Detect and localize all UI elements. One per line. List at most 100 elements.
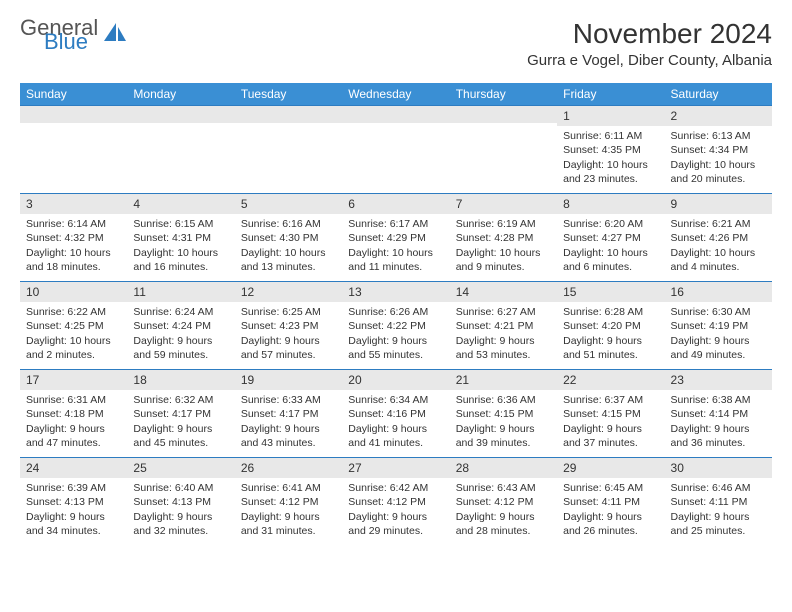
page-title: November 2024 [527, 18, 772, 50]
day-number: 25 [127, 457, 234, 478]
day-line: Sunset: 4:13 PM [26, 495, 121, 509]
day-line: Sunset: 4:13 PM [133, 495, 228, 509]
day-line: Daylight: 10 hours and 18 minutes. [26, 246, 121, 274]
day-line: Sunset: 4:23 PM [241, 319, 336, 333]
day-line: Daylight: 9 hours and 29 minutes. [348, 510, 443, 538]
day-number [450, 105, 557, 123]
day-line: Sunrise: 6:42 AM [348, 481, 443, 495]
day-content: Sunrise: 6:20 AMSunset: 4:27 PMDaylight:… [557, 214, 664, 280]
calendar-day-cell: 11Sunrise: 6:24 AMSunset: 4:24 PMDayligh… [127, 281, 234, 369]
calendar-day-cell: 5Sunrise: 6:16 AMSunset: 4:30 PMDaylight… [235, 193, 342, 281]
day-line: Sunset: 4:31 PM [133, 231, 228, 245]
weekday-header: Thursday [450, 83, 557, 105]
calendar-day-cell: 13Sunrise: 6:26 AMSunset: 4:22 PMDayligh… [342, 281, 449, 369]
calendar-week-row: 10Sunrise: 6:22 AMSunset: 4:25 PMDayligh… [20, 281, 772, 369]
day-line: Sunrise: 6:36 AM [456, 393, 551, 407]
day-line: Sunrise: 6:39 AM [26, 481, 121, 495]
day-line: Daylight: 9 hours and 36 minutes. [671, 422, 766, 450]
day-line: Sunset: 4:35 PM [563, 143, 658, 157]
calendar-day-cell: 4Sunrise: 6:15 AMSunset: 4:31 PMDaylight… [127, 193, 234, 281]
day-line: Sunrise: 6:13 AM [671, 129, 766, 143]
day-number [127, 105, 234, 123]
calendar-day-cell: 16Sunrise: 6:30 AMSunset: 4:19 PMDayligh… [665, 281, 772, 369]
day-line: Sunset: 4:32 PM [26, 231, 121, 245]
day-content: Sunrise: 6:19 AMSunset: 4:28 PMDaylight:… [450, 214, 557, 280]
calendar-day-cell: 18Sunrise: 6:32 AMSunset: 4:17 PMDayligh… [127, 369, 234, 457]
day-number: 6 [342, 193, 449, 214]
day-line: Sunset: 4:17 PM [133, 407, 228, 421]
day-content: Sunrise: 6:32 AMSunset: 4:17 PMDaylight:… [127, 390, 234, 456]
calendar-day-cell: 25Sunrise: 6:40 AMSunset: 4:13 PMDayligh… [127, 457, 234, 545]
calendar-week-row: 3 Sunrise: 6:14 AMSunset: 4:32 PMDaylight… [20, 193, 772, 281]
calendar-day-cell: 10Sunrise: 6:22 AMSunset: 4:25 PMDayligh… [20, 281, 127, 369]
calendar-day-cell [20, 105, 127, 193]
day-line: Sunrise: 6:43 AM [456, 481, 551, 495]
day-number: 12 [235, 281, 342, 302]
calendar-day-cell: 7Sunrise: 6:19 AMSunset: 4:28 PMDaylight… [450, 193, 557, 281]
header: General Blue November 2024 Gurra e Vogel… [20, 18, 772, 69]
day-number: 19 [235, 369, 342, 390]
day-line: Sunrise: 6:15 AM [133, 217, 228, 231]
day-content: Sunrise: 6:16 AMSunset: 4:30 PMDaylight:… [235, 214, 342, 280]
day-number: 3 [20, 193, 127, 214]
day-number: 30 [665, 457, 772, 478]
day-line: Daylight: 9 hours and 59 minutes. [133, 334, 228, 362]
calendar-day-cell: 30Sunrise: 6:46 AMSunset: 4:11 PMDayligh… [665, 457, 772, 545]
day-content: Sunrise: 6:33 AMSunset: 4:17 PMDaylight:… [235, 390, 342, 456]
calendar-week-row: 24Sunrise: 6:39 AMSunset: 4:13 PMDayligh… [20, 457, 772, 545]
calendar-day-cell: 15Sunrise: 6:28 AMSunset: 4:20 PMDayligh… [557, 281, 664, 369]
day-line: Sunset: 4:17 PM [241, 407, 336, 421]
calendar-day-cell: 19Sunrise: 6:33 AMSunset: 4:17 PMDayligh… [235, 369, 342, 457]
day-line: Daylight: 9 hours and 41 minutes. [348, 422, 443, 450]
day-line: Sunrise: 6:30 AM [671, 305, 766, 319]
day-line: Daylight: 10 hours and 2 minutes. [26, 334, 121, 362]
day-line: Sunrise: 6:17 AM [348, 217, 443, 231]
calendar-day-cell: 14Sunrise: 6:27 AMSunset: 4:21 PMDayligh… [450, 281, 557, 369]
calendar-week-row: 1Sunrise: 6:11 AMSunset: 4:35 PMDaylight… [20, 105, 772, 193]
day-line: Sunrise: 6:20 AM [563, 217, 658, 231]
weekday-header: Tuesday [235, 83, 342, 105]
day-line: Sunrise: 6:28 AM [563, 305, 658, 319]
day-content: Sunrise: 6:40 AMSunset: 4:13 PMDaylight:… [127, 478, 234, 544]
day-line: Daylight: 10 hours and 20 minutes. [671, 158, 766, 186]
day-line: Daylight: 9 hours and 39 minutes. [456, 422, 551, 450]
day-line: Sunset: 4:19 PM [671, 319, 766, 333]
day-content: Sunrise: 6:46 AMSunset: 4:11 PMDaylight:… [665, 478, 772, 544]
day-line: Sunrise: 6:40 AM [133, 481, 228, 495]
day-line: Sunrise: 6:41 AM [241, 481, 336, 495]
day-number [342, 105, 449, 123]
day-line: Daylight: 9 hours and 31 minutes. [241, 510, 336, 538]
day-content: Sunrise: 6:25 AMSunset: 4:23 PMDaylight:… [235, 302, 342, 368]
calendar-day-cell: 27Sunrise: 6:42 AMSunset: 4:12 PMDayligh… [342, 457, 449, 545]
day-line: Sunset: 4:29 PM [348, 231, 443, 245]
day-line: Sunset: 4:28 PM [456, 231, 551, 245]
day-line: Sunset: 4:11 PM [563, 495, 658, 509]
day-content: Sunrise: 6:21 AMSunset: 4:26 PMDaylight:… [665, 214, 772, 280]
day-content: Sunrise: 6:24 AMSunset: 4:24 PMDaylight:… [127, 302, 234, 368]
day-line: Sunrise: 6:14 AM [26, 217, 121, 231]
day-line: Daylight: 9 hours and 55 minutes. [348, 334, 443, 362]
day-number: 22 [557, 369, 664, 390]
day-line: Sunrise: 6:45 AM [563, 481, 658, 495]
day-number: 28 [450, 457, 557, 478]
day-number: 15 [557, 281, 664, 302]
day-line: Sunset: 4:12 PM [241, 495, 336, 509]
day-content: Sunrise: 6:39 AMSunset: 4:13 PMDaylight:… [20, 478, 127, 544]
day-number: 8 [557, 193, 664, 214]
day-line: Sunset: 4:20 PM [563, 319, 658, 333]
calendar-day-cell: 9Sunrise: 6:21 AMSunset: 4:26 PMDaylight… [665, 193, 772, 281]
day-line: Daylight: 9 hours and 43 minutes. [241, 422, 336, 450]
day-content: Sunrise: 6:36 AMSunset: 4:15 PMDaylight:… [450, 390, 557, 456]
day-line: Sunrise: 6:19 AM [456, 217, 551, 231]
day-content: Sunrise: 6:17 AMSunset: 4:29 PMDaylight:… [342, 214, 449, 280]
day-line: Sunset: 4:21 PM [456, 319, 551, 333]
day-number: 4 [127, 193, 234, 214]
calendar-day-cell [450, 105, 557, 193]
calendar-day-cell: 12Sunrise: 6:25 AMSunset: 4:23 PMDayligh… [235, 281, 342, 369]
day-line: Sunset: 4:22 PM [348, 319, 443, 333]
day-line: Sunset: 4:14 PM [671, 407, 766, 421]
calendar-day-cell: 8Sunrise: 6:20 AMSunset: 4:27 PMDaylight… [557, 193, 664, 281]
day-content: Sunrise: 6:13 AMSunset: 4:34 PMDaylight:… [665, 126, 772, 192]
day-content: Sunrise: 6:22 AMSunset: 4:25 PMDaylight:… [20, 302, 127, 368]
day-number: 21 [450, 369, 557, 390]
